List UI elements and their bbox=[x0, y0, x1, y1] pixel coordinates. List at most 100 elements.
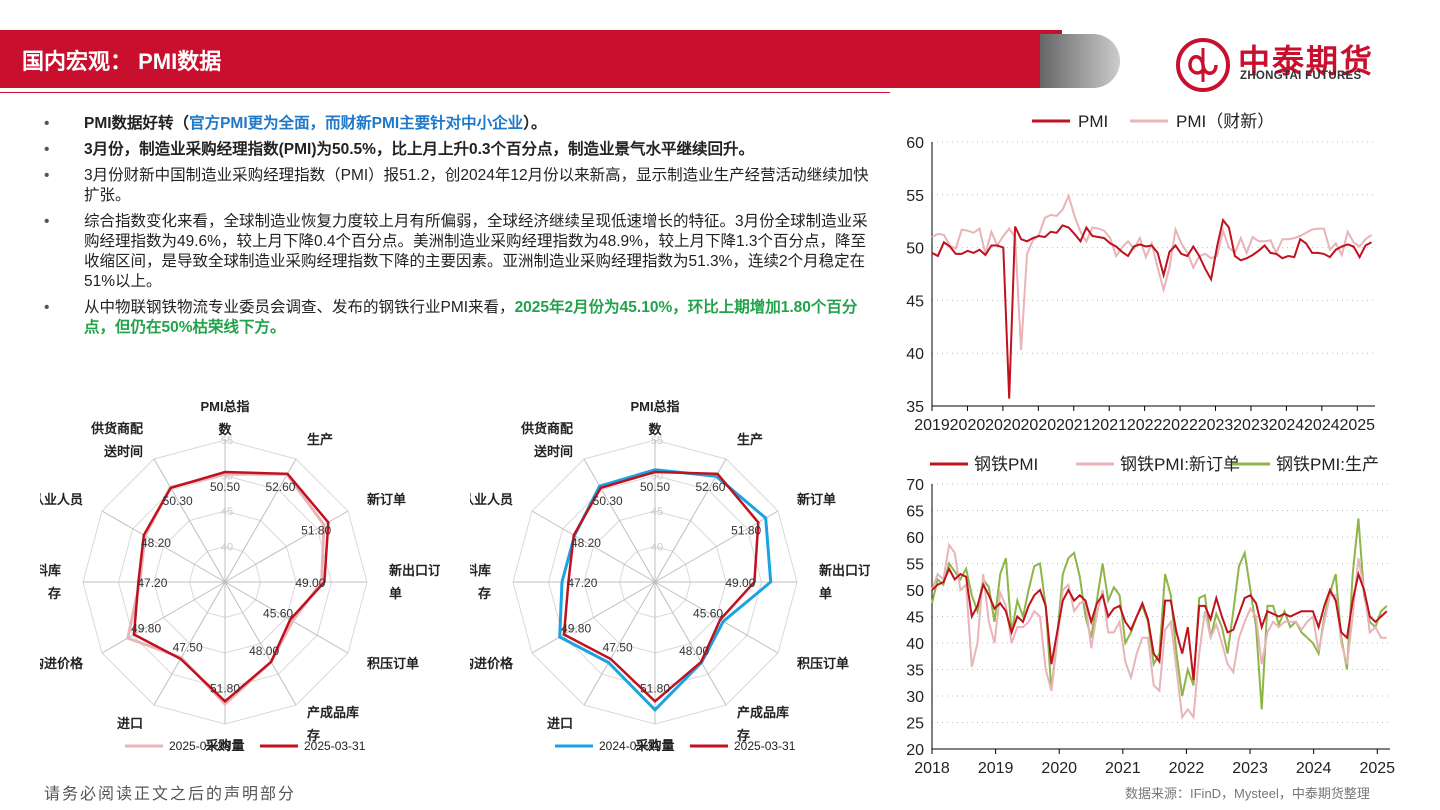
radar-value-label: 52.60 bbox=[265, 480, 295, 494]
radar-axis-label: 生产 bbox=[307, 432, 333, 447]
x-tick-label: 2023 bbox=[1233, 417, 1269, 434]
x-tick-label: 2021 bbox=[1091, 417, 1127, 434]
radar-axis-label: PMI总指 bbox=[200, 400, 249, 414]
radar-axis-label: 积压订单 bbox=[797, 656, 849, 671]
x-tick-label: 2024 bbox=[1304, 417, 1340, 434]
y-tick-label: 35 bbox=[906, 663, 924, 680]
radar-ring-label: 45 bbox=[651, 506, 663, 518]
radar-axis-label: 存 bbox=[478, 586, 491, 601]
bullet-list: PMI数据好转（官方PMI更为全面，而财新PMI主要针对中小企业）。 3月份，制造… bbox=[40, 114, 870, 344]
radar-axis-label: 产成品库 bbox=[737, 705, 789, 720]
radar-spoke bbox=[531, 510, 656, 583]
radar-axis-label: 购进价格 bbox=[40, 656, 84, 671]
radar-value-label: 51.80 bbox=[301, 523, 331, 537]
radar-value-label: 51.80 bbox=[640, 681, 670, 695]
radar-value-label: 51.80 bbox=[210, 681, 240, 695]
radar-value-label: 45.60 bbox=[263, 607, 293, 621]
x-tick-label: 2018 bbox=[914, 760, 950, 777]
radar-axis-label: 新出口订 bbox=[819, 563, 870, 578]
radar-value-label: 50.50 bbox=[640, 480, 670, 494]
radar-spoke bbox=[224, 510, 349, 583]
radar-axis-label: 从业人员 bbox=[470, 492, 513, 507]
x-tick-label: 2025 bbox=[1359, 760, 1395, 777]
bullet-item: 3月份财新中国制造业采购经理指数（PMI）报51.2，创2024年12月份以来新… bbox=[40, 166, 870, 206]
legend-label: PMI（财新） bbox=[1176, 112, 1274, 131]
radar-axis-label: 积压订单 bbox=[367, 656, 419, 671]
page-title: 国内宏观： PMI数据 bbox=[22, 49, 222, 74]
radar-value-label: 49.00 bbox=[295, 576, 325, 590]
radar-value-label: 47.20 bbox=[567, 576, 597, 590]
radar-value-label: 48.00 bbox=[249, 644, 279, 658]
radar-axis-label: 新出口订 bbox=[389, 563, 440, 578]
radar-value-label: 48.00 bbox=[679, 644, 709, 658]
logo-name-en: ZHONGTAI FUTURES bbox=[1240, 70, 1362, 82]
radar-spoke bbox=[224, 581, 349, 654]
radar-spoke bbox=[531, 581, 656, 654]
bullet-text: 3月份，制造业采购经理指数(PMI)为50.5%，比上月上升0.3个百分点，制造… bbox=[84, 141, 754, 158]
radar-axis-label: 新订单 bbox=[367, 492, 406, 507]
radar-value-label: 49.80 bbox=[131, 622, 161, 636]
radar-spoke bbox=[583, 458, 656, 583]
x-tick-label: 2024 bbox=[1269, 417, 1305, 434]
radar-value-label: 50.50 bbox=[210, 480, 240, 494]
x-tick-label: 2022 bbox=[1162, 417, 1198, 434]
radar-spoke bbox=[153, 581, 226, 706]
series-line bbox=[931, 217, 1372, 399]
radar-value-label: 49.00 bbox=[725, 576, 755, 590]
x-tick-label: 2022 bbox=[1127, 417, 1163, 434]
radar-value-label: 49.80 bbox=[561, 622, 591, 636]
header-divider bbox=[0, 92, 890, 93]
legend-label: 钢铁PMI:生产 bbox=[1276, 455, 1379, 474]
disclaimer-note: 请务必阅读正文之后的声明部分 bbox=[44, 784, 297, 803]
series-line bbox=[931, 542, 1387, 720]
radar-spoke bbox=[224, 458, 297, 583]
radar-axis-label: 购进价格 bbox=[470, 656, 514, 671]
y-tick-label: 30 bbox=[906, 689, 924, 706]
bullet-item: 3月份，制造业采购经理指数(PMI)为50.5%，比上月上升0.3个百分点，制造… bbox=[40, 140, 870, 160]
x-tick-label: 2019 bbox=[978, 760, 1014, 777]
radar-axis-label: 送时间 bbox=[103, 444, 143, 459]
bullet-text: 2025年2月份为45.10%，环比上期增加1.80个百分点，但仍在50%枯荣线… bbox=[84, 299, 858, 336]
radar-ring-label: 45 bbox=[221, 506, 233, 518]
radar-value-label: 45.60 bbox=[693, 607, 723, 621]
radar-value-label: 50.30 bbox=[163, 494, 193, 508]
legend-label: 2025-02-28 bbox=[169, 739, 231, 753]
bullet-text: ）。 bbox=[523, 115, 547, 132]
radar-ring-label: 55 bbox=[651, 435, 663, 447]
radar-axis-label: 数 bbox=[648, 422, 662, 437]
radar-axis-label: 存 bbox=[307, 728, 320, 743]
series-line bbox=[931, 192, 1373, 351]
bullet-text: 综合指数变化来看，全球制造业恢复力度较上月有所偏弱，全球经济继续呈现低速增长的特… bbox=[84, 213, 868, 290]
x-tick-label: 2020 bbox=[985, 417, 1021, 434]
y-tick-label: 55 bbox=[906, 557, 924, 574]
radar-value-label: 51.80 bbox=[731, 523, 761, 537]
legend-label: 钢铁PMI:新订单 bbox=[1120, 455, 1240, 474]
radar-axis-label: 从业人员 bbox=[40, 492, 83, 507]
radar-spoke bbox=[654, 458, 727, 583]
radar-ring-label: 40 bbox=[651, 542, 663, 554]
radar-spoke bbox=[583, 581, 656, 706]
x-tick-label: 2020 bbox=[1021, 417, 1057, 434]
legend-label: 钢铁PMI bbox=[974, 455, 1038, 474]
radar-value-label: 47.50 bbox=[173, 641, 203, 655]
x-tick-label: 2023 bbox=[1232, 760, 1268, 777]
y-tick-label: 35 bbox=[906, 399, 924, 416]
radar-axis-label: 存 bbox=[48, 586, 61, 601]
y-tick-label: 50 bbox=[906, 241, 924, 258]
y-tick-label: 55 bbox=[906, 188, 924, 205]
y-tick-label: 50 bbox=[906, 583, 924, 600]
y-tick-label: 40 bbox=[906, 346, 924, 363]
bullet-text: 从中物联钢铁物流专业委员会调查、发布的钢铁行业PMI来看， bbox=[84, 299, 515, 316]
header-bar bbox=[0, 30, 1062, 88]
y-tick-label: 45 bbox=[906, 610, 924, 627]
legend-label: 2025-03-31 bbox=[304, 739, 366, 753]
radar-spoke bbox=[101, 510, 226, 583]
bullet-item: 从中物联钢铁物流专业委员会调查、发布的钢铁行业PMI来看，2025年2月份为45… bbox=[40, 298, 870, 338]
radar-axis-label: PMI总指 bbox=[630, 400, 679, 414]
x-tick-label: 2024 bbox=[1296, 760, 1332, 777]
legend-label: 2024-03-31 bbox=[599, 739, 661, 753]
x-tick-label: 2021 bbox=[1105, 760, 1141, 777]
